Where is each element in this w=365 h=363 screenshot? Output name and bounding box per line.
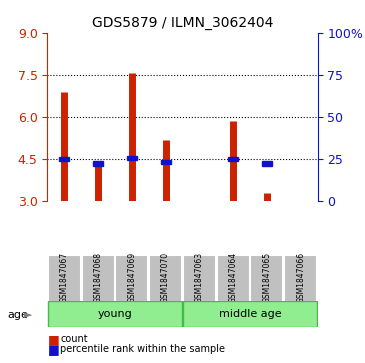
Bar	[216, 254, 250, 303]
Bar	[228, 157, 238, 162]
Bar	[48, 254, 81, 303]
Bar	[93, 161, 103, 166]
Text: ►: ►	[23, 310, 32, 320]
Bar	[149, 254, 182, 303]
Text: ■: ■	[47, 343, 59, 356]
Text: GSM1847064: GSM1847064	[228, 252, 238, 303]
Text: age: age	[7, 310, 28, 320]
Bar	[262, 161, 272, 166]
Text: GSM1847070: GSM1847070	[161, 252, 170, 303]
Bar	[59, 157, 69, 162]
Bar	[284, 254, 317, 303]
Bar	[183, 254, 216, 303]
Bar	[183, 301, 317, 327]
Text: GSM1847065: GSM1847065	[262, 252, 272, 303]
Text: GSM1847069: GSM1847069	[127, 252, 137, 303]
Text: ■: ■	[47, 333, 59, 346]
Bar	[127, 156, 137, 160]
Title: GDS5879 / ILMN_3062404: GDS5879 / ILMN_3062404	[92, 16, 273, 30]
Text: count: count	[60, 334, 88, 344]
Text: GSM1847067: GSM1847067	[60, 252, 69, 303]
Text: GSM1847068: GSM1847068	[93, 252, 103, 303]
Text: middle age: middle age	[219, 309, 281, 319]
Bar	[161, 160, 171, 164]
Bar	[115, 254, 149, 303]
Text: young: young	[97, 309, 132, 319]
Text: GSM1847066: GSM1847066	[296, 252, 305, 303]
Bar	[250, 254, 284, 303]
Text: percentile rank within the sample: percentile rank within the sample	[60, 344, 225, 354]
Bar	[48, 301, 182, 327]
Bar	[81, 254, 115, 303]
Text: GSM1847063: GSM1847063	[195, 252, 204, 303]
